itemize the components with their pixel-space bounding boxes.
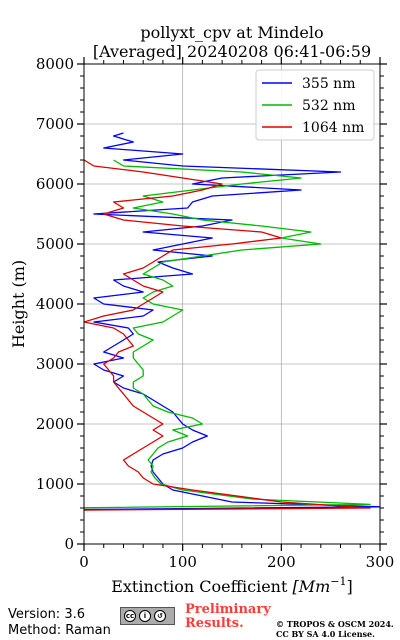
x-axis-label-close: ] (347, 577, 353, 596)
series-line-1064-nm (84, 159, 371, 511)
legend-label: 532 nm (302, 98, 355, 114)
preliminary-notice: Preliminary Results. (185, 603, 271, 631)
x-tick-label: 0 (79, 553, 89, 571)
x-tick-label: 200 (267, 553, 296, 571)
copyright-line-1: © TROPOS & OSCM 2024. (276, 619, 394, 629)
version-text: Version: 3.6 (8, 607, 85, 622)
copyright-notice: © TROPOS & OSCM 2024. CC BY SA 4.0 Licen… (276, 619, 394, 639)
legend-label: 355 nm (302, 76, 355, 92)
legend-box (255, 69, 375, 141)
axis-ticks: 0 1000 2000 3000 4000 5000 6000 7000 8000 0 100 200… (36, 55, 395, 571)
y-tick-label: 2000 (36, 415, 74, 433)
series-line-355-nm (84, 132, 380, 511)
y-tick-label: 0 (64, 535, 74, 553)
footer-info: Version: 3.6 Method: Raman (8, 607, 111, 639)
x-axis-label-main: Extinction Coefficient (111, 577, 292, 596)
x-axis-label: Extinction Coefficient [Mm−1] (111, 575, 353, 596)
method-text: Method: Raman (8, 623, 111, 638)
y-tick-label: 6000 (36, 175, 74, 193)
x-tick-label: 300 (366, 553, 395, 571)
cc-license-badge: cc i ↺ (120, 607, 175, 625)
chart-title-line-2: [Averaged] 20240208 06:41-06:59 (93, 42, 371, 61)
y-tick-label: 3000 (36, 355, 74, 373)
preliminary-line-2: Results. (185, 616, 244, 631)
cc-icon: cc (124, 610, 136, 622)
x-axis-label-exponent: −1 (330, 575, 346, 588)
x-tick-label: 100 (168, 553, 197, 571)
preliminary-line-1: Preliminary (185, 602, 271, 617)
y-tick-label: 8000 (36, 55, 74, 73)
series-line-532-nm (84, 159, 371, 509)
chart-title-line-1: pollyxt_cpv at Mindelo (140, 23, 323, 42)
y-axis-label: Height (m) (9, 260, 28, 348)
y-tick-label: 5000 (36, 235, 74, 253)
legend-label: 1064 nm (302, 120, 364, 136)
copyright-line-2: CC BY SA 4.0 License. (276, 629, 375, 639)
series-lines (84, 132, 380, 511)
legend: 355 nm 532 nm 1064 nm (255, 69, 375, 141)
y-tick-label: 1000 (36, 475, 74, 493)
y-tick-label: 7000 (36, 115, 74, 133)
x-axis-label-unit: [Mm (293, 577, 331, 596)
sa-icon: ↺ (154, 610, 166, 622)
by-icon: i (139, 610, 151, 622)
y-tick-label: 4000 (36, 295, 74, 313)
